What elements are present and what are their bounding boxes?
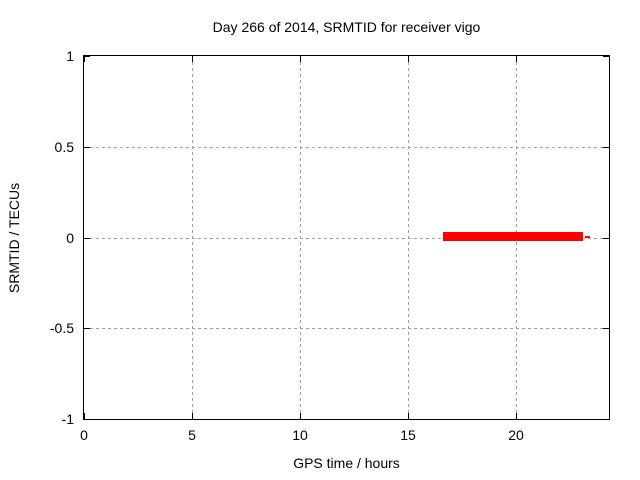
y-tick-mark <box>603 56 609 57</box>
y-tick-mark <box>603 147 609 148</box>
y-tick-label: -0.5 <box>49 320 74 336</box>
x-tick-label: 0 <box>80 427 88 443</box>
x-gridline <box>192 56 193 419</box>
x-gridline <box>300 56 301 419</box>
y-tick-label: 0 <box>66 230 74 246</box>
y-tick-mark <box>84 147 90 148</box>
x-tick-label: 10 <box>292 427 308 443</box>
x-axis-label: GPS time / hours <box>293 455 400 471</box>
x-tick-label: 20 <box>508 427 524 443</box>
x-tick-mark <box>408 413 409 419</box>
y-gridline <box>84 328 609 329</box>
data-series-band <box>443 232 583 241</box>
x-tick-label: 15 <box>400 427 416 443</box>
y-tick-label: 1 <box>66 48 74 64</box>
chart-title: Day 266 of 2014, SRMTID for receiver vig… <box>212 19 481 35</box>
x-tick-mark <box>84 413 85 419</box>
y-tick-mark <box>84 419 90 420</box>
plot-area <box>83 55 610 420</box>
x-tick-mark <box>300 56 301 62</box>
y-gridline <box>84 238 609 239</box>
x-tick-mark <box>84 56 85 62</box>
y-tick-label: 0.5 <box>54 139 74 155</box>
y-tick-mark <box>84 238 90 239</box>
y-tick-mark <box>603 328 609 329</box>
y-tick-label: -1 <box>61 411 74 427</box>
y-tick-mark <box>84 328 90 329</box>
data-series-band <box>585 236 590 238</box>
x-tick-mark <box>300 413 301 419</box>
x-tick-mark <box>516 413 517 419</box>
y-tick-mark <box>603 238 609 239</box>
x-tick-mark <box>192 413 193 419</box>
x-gridline <box>408 56 409 419</box>
x-tick-mark <box>408 56 409 62</box>
x-tick-mark <box>516 56 517 62</box>
x-tick-label: 5 <box>188 427 196 443</box>
y-tick-mark <box>603 419 609 420</box>
y-tick-mark <box>84 56 90 57</box>
x-tick-mark <box>192 56 193 62</box>
y-gridline <box>84 147 609 148</box>
